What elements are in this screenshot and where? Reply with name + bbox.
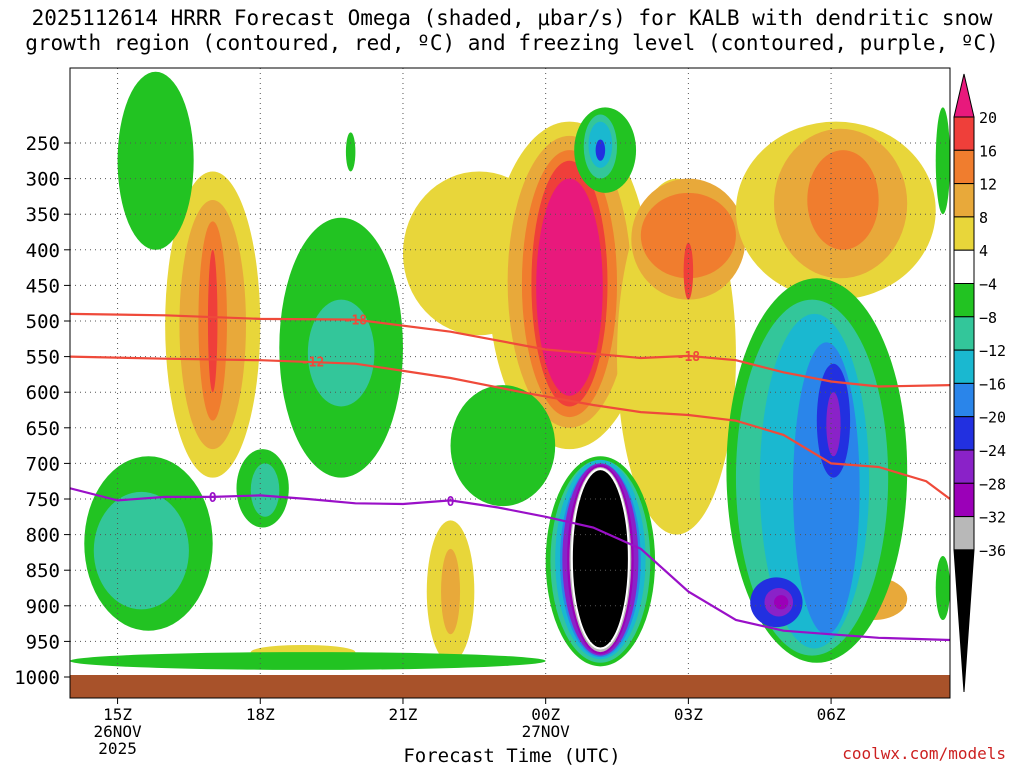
colorbar-swatch-2 <box>953 149 975 185</box>
colorbar-swatch-1 <box>953 116 975 151</box>
colorbar-swatch-13 <box>953 516 975 551</box>
omega-negative-region-7 <box>345 132 356 172</box>
y-tick-label-600: 600 <box>26 382 60 404</box>
black-core-outline <box>570 468 630 650</box>
x-tick-label-27-0: 03Z <box>674 705 703 724</box>
colorbar-swatch-12 <box>953 482 975 518</box>
contour-label-2: -18 <box>677 350 701 365</box>
colorbar-label-13: −36 <box>979 542 1006 560</box>
y-tick-label-300: 300 <box>26 169 60 191</box>
y-tick-label-850: 850 <box>26 560 60 582</box>
y-tick-label-400: 400 <box>26 240 60 262</box>
omega-negative-region-20 <box>595 139 606 161</box>
x-tick-label-15-1: 26NOV <box>93 722 142 741</box>
y-tick-label-250: 250 <box>26 133 60 155</box>
omega-negative-region-31 <box>935 555 950 621</box>
omega-negative-region-26 <box>826 392 841 457</box>
omega-positive-region-13 <box>683 242 694 300</box>
colorbar-label-10: −24 <box>979 442 1006 460</box>
colorbar-label-1: 16 <box>979 142 997 160</box>
colorbar-swatch-6 <box>953 283 975 318</box>
x-tick-label-15-2: 2025 <box>98 739 137 758</box>
colorbar-label-7: −12 <box>979 342 1006 360</box>
y-tick-label-750: 750 <box>26 489 60 511</box>
omega-positive-region-20 <box>441 548 461 635</box>
credit-text: coolwx.com/models <box>842 744 1006 763</box>
title-line-1: 2025112614 HRRR Forecast Omega (shaded, … <box>31 6 993 30</box>
omega-positive-region-16 <box>807 150 879 250</box>
colorbar-swatch-10 <box>953 416 975 451</box>
omega-negative-region-4 <box>250 463 280 517</box>
plot-frame <box>69 67 951 699</box>
contour-label-4: 0 <box>447 495 455 510</box>
x-tick-label-24-1: 27NOV <box>522 722 571 741</box>
colorbar-swatch-4 <box>953 216 975 251</box>
x-tick-label-21-0: 21Z <box>389 705 418 724</box>
chart-title: 2025112614 HRRR Forecast Omega (shaded, … <box>0 6 1024 56</box>
y-tick-label-950: 950 <box>26 631 60 653</box>
grid-lines <box>70 68 950 698</box>
colorbar-label-8: −16 <box>979 375 1006 393</box>
y-tick-label-350: 350 <box>26 204 60 226</box>
plot-area: -18 -12 -18 0 0 <box>70 68 950 698</box>
colorbar-label-2: 12 <box>979 176 997 194</box>
omega-negative-region-30 <box>935 107 950 215</box>
y-tick-label-900: 900 <box>26 596 60 618</box>
omega-positive-region-12 <box>640 192 736 279</box>
colorbar-swatch-11 <box>953 449 975 484</box>
colorbar-label-3: 8 <box>979 209 988 227</box>
colorbar-label-9: −20 <box>979 409 1006 427</box>
x-tick-label-15-0: 15Z <box>103 705 132 724</box>
contour-label-1: -12 <box>301 356 324 371</box>
omega-negative-region-8 <box>450 385 556 507</box>
ground-fill <box>70 675 950 698</box>
colorbar-swatch-7 <box>953 316 975 351</box>
contour-label-3: 0 <box>209 491 217 506</box>
colorbar-swatch-3 <box>953 183 975 218</box>
contour--18-0 <box>70 312 950 388</box>
omega-negative-region-29 <box>774 595 789 610</box>
x-tick-label-30-0: 06Z <box>817 705 846 724</box>
colorbar-label-4: 4 <box>979 242 988 260</box>
omega-negative-region-16 <box>571 469 629 649</box>
colorbar-label-12: −32 <box>979 509 1006 527</box>
colorbar-label-0: 20 <box>979 109 997 127</box>
omega-negative-region-32 <box>70 652 546 670</box>
colorbar-top-arrow <box>953 73 975 118</box>
ground-layer <box>70 675 950 698</box>
omega-negative-region-2 <box>93 491 189 610</box>
colorbar-label-6: −8 <box>979 309 997 327</box>
colorbar-swatch-9 <box>953 382 975 418</box>
y-axis: 250 300 350 400 450 500 550 600 650 700 750 800 850 9… <box>14 133 70 689</box>
omega-negative-region-6 <box>307 299 375 407</box>
colorbar-label-5: −4 <box>979 276 997 294</box>
y-tick-label-550: 550 <box>26 347 60 369</box>
y-tick-label-1000: 1000 <box>14 667 60 689</box>
y-tick-label-800: 800 <box>26 525 60 547</box>
colorbar: 20 16 12 8 4 −4 −8 −12 −16 −20 −24 −28 −32 −36 <box>953 73 1006 693</box>
contour-0-2 <box>70 487 950 642</box>
x-axis-label: Forecast Time (UTC) <box>403 745 621 767</box>
y-tick-label-700: 700 <box>26 453 60 475</box>
omega-shading <box>70 71 950 670</box>
omega-positive-region-3 <box>207 249 218 393</box>
contour-label-0: -18 <box>344 314 368 329</box>
colorbar-swatch-8 <box>953 349 975 384</box>
contour--12-1 <box>70 355 950 500</box>
colorbar-swatch-5 <box>953 249 975 284</box>
title-line-2: growth region (contoured, red, ºC) and f… <box>25 31 999 55</box>
y-tick-label-450: 450 <box>26 275 60 297</box>
omega-positive-region-9 <box>536 178 603 396</box>
colorbar-bottom-arrow <box>953 549 975 693</box>
x-tick-label-24-0: 00Z <box>531 705 560 724</box>
colorbar-label-11: −28 <box>979 475 1006 493</box>
omega-negative-region-0 <box>117 71 194 250</box>
temperature-contours: -18 -12 -18 0 0 <box>70 312 950 642</box>
y-tick-label-500: 500 <box>26 311 60 333</box>
y-tick-label-650: 650 <box>26 418 60 440</box>
x-tick-label-18-0: 18Z <box>246 705 275 724</box>
